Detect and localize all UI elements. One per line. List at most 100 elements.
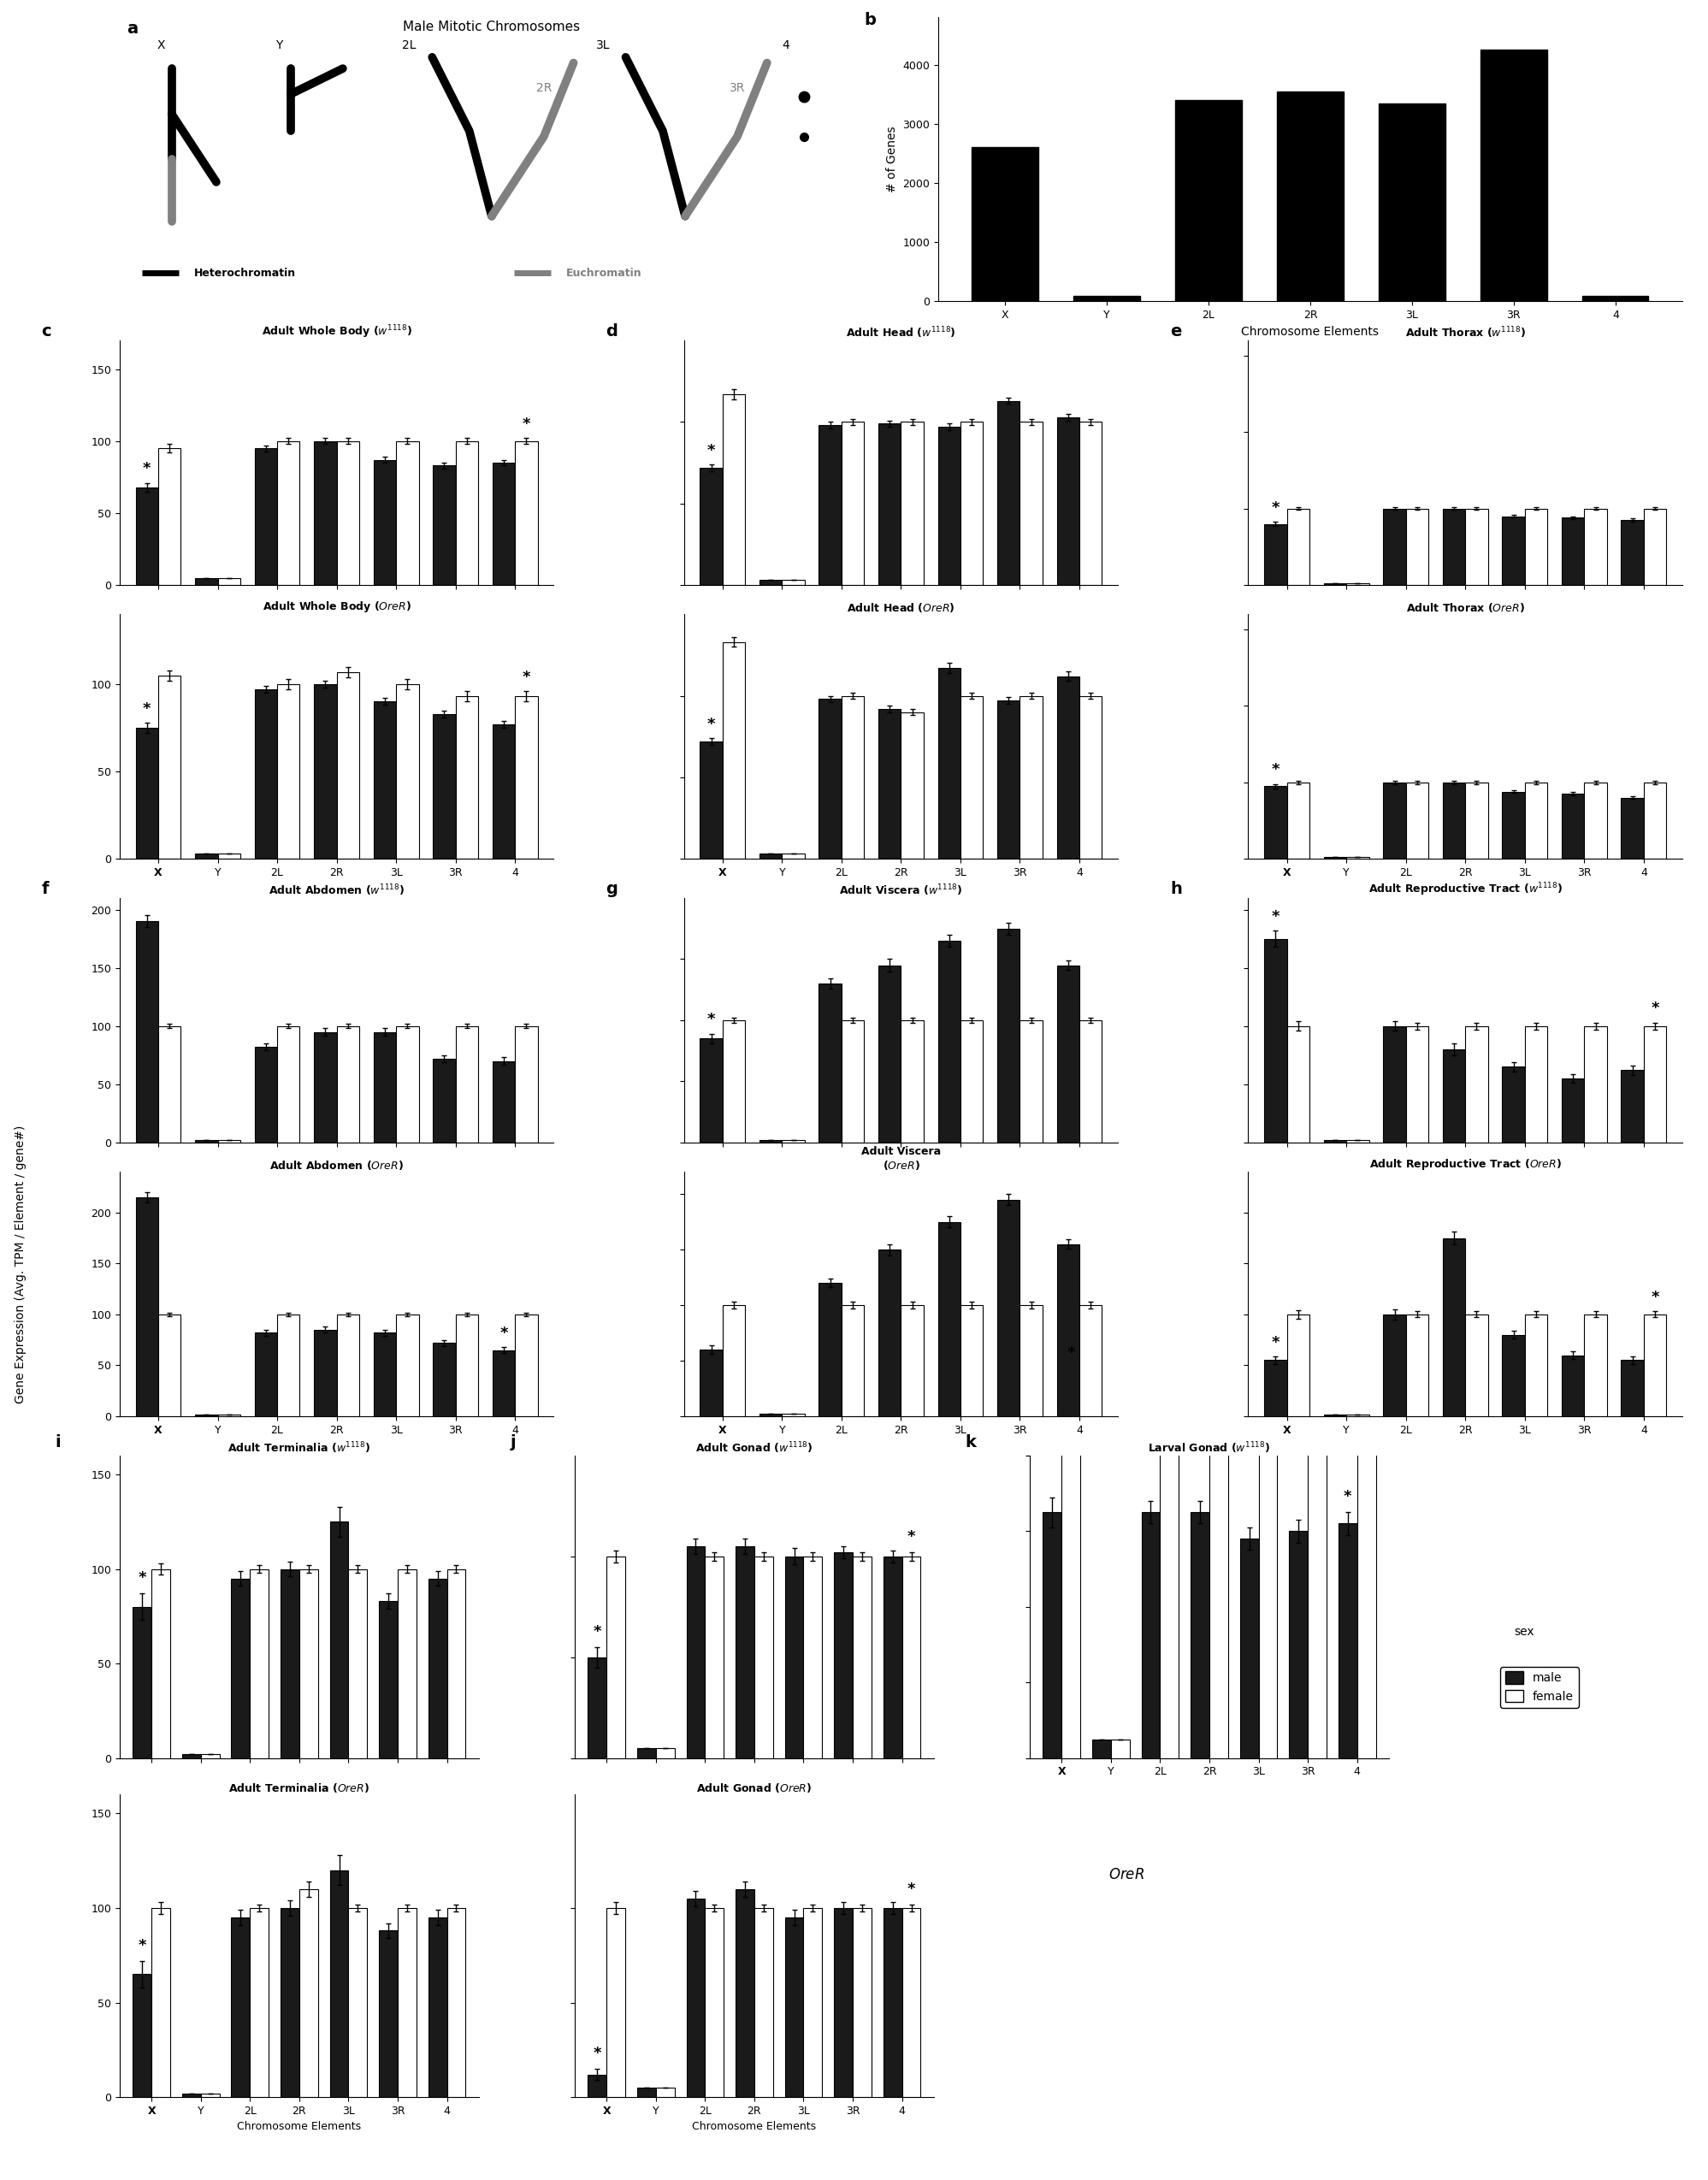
Text: Male Mitotic Chromosomes: Male Mitotic Chromosomes — [403, 20, 581, 33]
Bar — [760, 580, 782, 584]
Bar — [1561, 794, 1585, 859]
Bar — [1079, 695, 1102, 859]
Bar — [456, 440, 478, 584]
Bar — [447, 1908, 466, 2097]
Bar — [1020, 1306, 1042, 1417]
Bar — [1465, 508, 1488, 584]
Bar — [1286, 508, 1310, 584]
Bar — [396, 685, 418, 859]
Text: *: * — [1271, 763, 1279, 778]
Bar — [492, 462, 516, 584]
Bar — [183, 2093, 202, 2097]
Bar — [1561, 517, 1585, 584]
Bar — [398, 1570, 417, 1757]
Bar — [492, 724, 516, 859]
Title: Adult Terminalia ($w^{1118}$): Adult Terminalia ($w^{1118}$) — [227, 1441, 371, 1456]
Bar — [1443, 783, 1465, 859]
Bar — [1621, 798, 1643, 859]
Bar — [1465, 1315, 1488, 1417]
Bar — [280, 1570, 299, 1757]
Bar — [217, 1140, 241, 1142]
Text: *: * — [1271, 1334, 1279, 1349]
Bar — [1525, 1315, 1547, 1417]
Bar — [277, 440, 299, 584]
Bar — [432, 1059, 456, 1142]
Bar — [656, 2088, 675, 2097]
Bar — [902, 423, 924, 584]
Title: Adult Abdomen ($w^{1118}$): Adult Abdomen ($w^{1118}$) — [268, 883, 405, 898]
Text: *: * — [1344, 1489, 1351, 1504]
Text: k: k — [965, 1434, 975, 1450]
Bar — [1406, 783, 1428, 859]
Bar — [1585, 508, 1607, 584]
Text: *: * — [1271, 909, 1279, 924]
Text: 2R: 2R — [536, 83, 552, 94]
Bar — [834, 1552, 852, 1757]
Bar — [960, 695, 984, 859]
Bar — [432, 1343, 456, 1417]
Text: 3R: 3R — [729, 83, 745, 94]
Bar — [314, 440, 336, 584]
Bar — [1585, 783, 1607, 859]
Bar — [1074, 296, 1139, 301]
Bar — [330, 1870, 348, 2097]
Bar — [1378, 102, 1445, 301]
Bar — [195, 578, 217, 584]
Bar — [960, 423, 984, 584]
Bar — [447, 1570, 466, 1757]
Bar — [1240, 1539, 1259, 1757]
Bar — [687, 1546, 705, 1757]
Bar — [1091, 1740, 1110, 1757]
Bar — [396, 1315, 418, 1417]
Bar — [456, 695, 478, 859]
Bar — [842, 695, 864, 859]
Bar — [516, 1315, 538, 1417]
Title: Adult Whole Body ($w^{1118}$): Adult Whole Body ($w^{1118}$) — [261, 323, 412, 340]
Bar — [883, 1557, 902, 1757]
Bar — [760, 855, 782, 859]
Bar — [1503, 1066, 1525, 1142]
Bar — [314, 1330, 336, 1417]
Bar — [336, 671, 359, 859]
Bar — [700, 1349, 722, 1417]
Text: *: * — [707, 443, 716, 458]
Bar — [782, 1415, 804, 1417]
Bar — [878, 1249, 902, 1417]
Bar — [902, 1908, 921, 2097]
Bar — [299, 1890, 318, 2097]
Bar — [722, 641, 745, 859]
Bar — [1643, 783, 1667, 859]
Text: Y: Y — [277, 39, 284, 50]
Bar — [1278, 92, 1344, 301]
Bar — [760, 1415, 782, 1417]
Bar — [159, 449, 181, 584]
Bar — [736, 1546, 755, 1757]
Bar — [960, 1020, 984, 1142]
Bar — [997, 401, 1020, 584]
Bar — [760, 1140, 782, 1142]
Bar — [997, 1199, 1020, 1417]
Bar — [1643, 1027, 1667, 1142]
Text: b: b — [864, 11, 876, 28]
Text: c: c — [41, 323, 51, 340]
Text: 3L: 3L — [596, 39, 610, 50]
Bar — [254, 1332, 277, 1417]
Bar — [1175, 100, 1242, 301]
Bar — [336, 440, 359, 584]
Bar — [1443, 508, 1465, 584]
Text: *: * — [138, 1570, 147, 1587]
Bar — [1561, 1079, 1585, 1142]
Bar — [1585, 1315, 1607, 1417]
Bar — [429, 1918, 447, 2097]
Text: *: * — [500, 1325, 507, 1341]
Bar — [516, 695, 538, 859]
Bar — [818, 425, 842, 584]
Bar — [656, 1748, 675, 1757]
Bar — [782, 580, 804, 584]
Text: *: * — [593, 1624, 601, 1639]
Bar — [396, 1027, 418, 1142]
Bar — [1383, 783, 1406, 859]
Bar — [1621, 1070, 1643, 1142]
Text: *: * — [523, 669, 531, 685]
Bar — [1057, 676, 1079, 859]
